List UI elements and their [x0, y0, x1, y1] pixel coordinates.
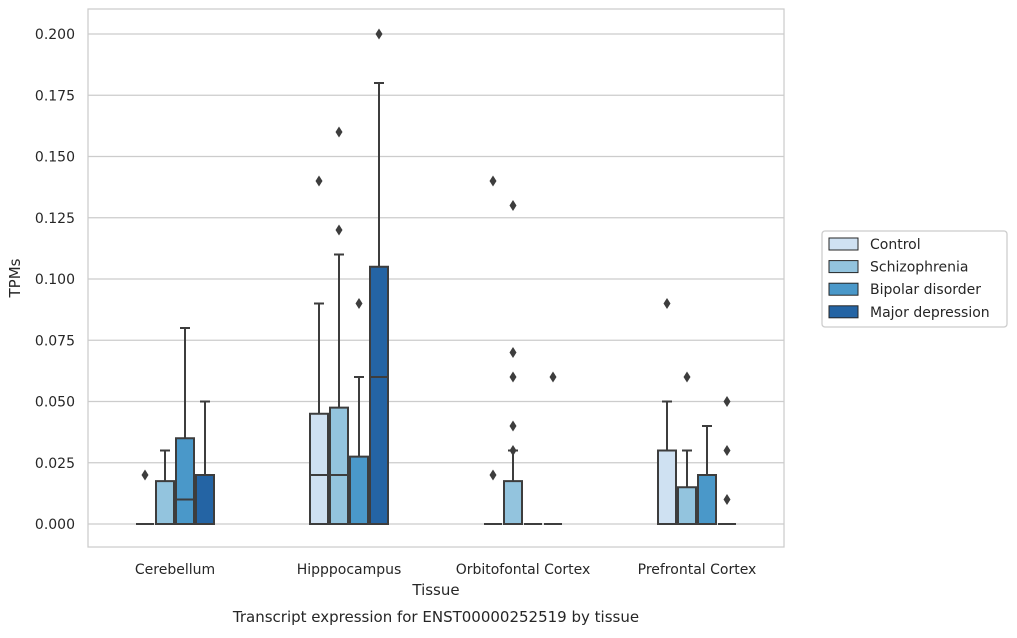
- outlier-point: [549, 371, 557, 383]
- plot-frame: [87, 8, 785, 548]
- box-layer: [136, 28, 736, 525]
- box-2-1: [503, 200, 523, 525]
- legend-label: Control: [870, 237, 921, 253]
- legend: Control Schizophrenia Bipolar disorder Majo…: [821, 230, 1008, 328]
- box-body: [175, 437, 195, 525]
- x-tick-label: Cerebellum: [135, 562, 215, 578]
- legend-swatch: [828, 305, 859, 319]
- box-body: [155, 480, 175, 525]
- box-3-0: [657, 298, 677, 525]
- outlier-point: [355, 298, 363, 309]
- box-1-3: [369, 28, 389, 525]
- y-tick-label: 0.100: [35, 272, 75, 288]
- x-tick-label: Hipppocampus: [297, 562, 402, 578]
- box-0-1: [155, 449, 175, 525]
- x-tick-label: Prefrontal Cortex: [638, 562, 757, 578]
- box-body: [309, 412, 329, 525]
- outlier-point: [723, 494, 731, 505]
- box-1-2: [349, 298, 369, 525]
- outlier-point: [315, 175, 323, 187]
- legend-label: Schizophrenia: [870, 260, 968, 276]
- legend-label: Major depression: [870, 305, 990, 321]
- box-body: [369, 265, 389, 525]
- outlier-point: [335, 126, 343, 138]
- y-axis-label: TPMs: [6, 258, 24, 298]
- y-tick-label: 0.150: [35, 150, 75, 166]
- y-tick-label: 0.200: [35, 27, 75, 43]
- chart-title: Transcript expression for ENST0000025251…: [232, 608, 639, 626]
- y-tick-label: 0.175: [35, 88, 75, 104]
- box-3-3: [718, 396, 736, 525]
- outlier-point: [509, 420, 517, 432]
- x-axis-label: Tissue: [411, 581, 459, 599]
- box-0-3: [195, 400, 215, 525]
- box-body: [329, 406, 349, 525]
- outlier-point: [141, 469, 149, 481]
- outlier-point: [723, 445, 731, 456]
- outlier-point: [683, 371, 691, 383]
- outlier-point: [489, 469, 497, 481]
- outlier-point: [489, 175, 497, 187]
- outlier-point: [509, 347, 517, 358]
- legend-swatch: [828, 237, 859, 251]
- box-0-2: [175, 327, 195, 525]
- box-2-3: [544, 371, 562, 525]
- box-body: [677, 486, 697, 525]
- y-tick-label: 0.025: [35, 456, 75, 472]
- box-3-2: [697, 425, 717, 525]
- box-body: [195, 474, 215, 525]
- x-tick-label: Orbitofontal Cortex: [456, 562, 591, 578]
- legend-frame: [821, 230, 1008, 328]
- y-tick-label: 0.125: [35, 211, 75, 227]
- y-tick-label: 0.000: [35, 517, 75, 533]
- y-tick-label: 0.075: [35, 333, 75, 349]
- box-1-0: [309, 175, 329, 525]
- y-tick-labels: 0.000 0.025 0.050 0.075 0.100 0.125 0.150 0.175…: [35, 27, 75, 533]
- box-2-0: [484, 175, 502, 525]
- box-body: [657, 449, 677, 525]
- box-3-1: [677, 371, 697, 525]
- outlier-point: [663, 298, 671, 309]
- outlier-point: [509, 445, 517, 456]
- outlier-point: [335, 224, 343, 236]
- legend-label: Bipolar disorder: [870, 282, 981, 298]
- box-0-0: [136, 469, 154, 525]
- box-1-1: [329, 126, 349, 525]
- outlier-point: [509, 371, 517, 383]
- box-body: [503, 480, 523, 525]
- legend-swatch: [828, 282, 859, 296]
- box-body: [349, 455, 369, 525]
- outlier-point: [509, 200, 517, 211]
- y-tick-label: 0.050: [35, 395, 75, 411]
- outlier-point: [375, 28, 383, 40]
- x-tick-labels: Cerebellum Hipppocampus Orbitofontal Corte…: [135, 562, 756, 578]
- outlier-point: [723, 396, 731, 407]
- box-body: [697, 474, 717, 525]
- legend-swatch: [828, 260, 859, 274]
